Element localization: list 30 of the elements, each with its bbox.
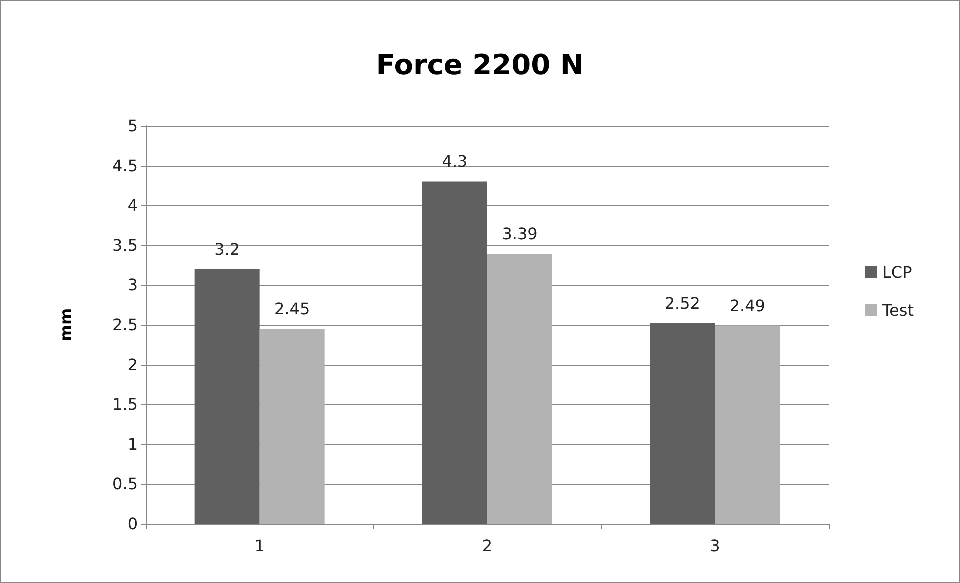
y-tick-label: 4.5 (112, 156, 138, 176)
y-tick-label: 3 (128, 276, 138, 295)
data-label: 2.49 (730, 296, 766, 316)
y-axis-title: mm (56, 308, 76, 342)
bar (715, 326, 780, 524)
legend-label: Test (881, 301, 914, 320)
y-tick-label: 2.5 (112, 316, 138, 334)
y-tick-label: 0.5 (112, 474, 138, 494)
y-tick-label: 0 (128, 514, 138, 534)
legend-label: LCP (882, 263, 913, 282)
y-tick-label: 1.5 (112, 395, 138, 414)
bar (488, 254, 552, 524)
chart-title: Force 2200 N (376, 48, 584, 82)
y-tick-label: 2 (128, 355, 138, 374)
y-tick-label: 1 (128, 434, 138, 454)
bar (260, 328, 325, 524)
bar (422, 182, 488, 524)
y-tick-label: 4 (128, 196, 138, 216)
x-tick-label: 1 (254, 536, 265, 556)
y-tick-label: 5 (128, 116, 138, 136)
bar (650, 323, 716, 524)
data-label: 3.2 (214, 240, 240, 259)
data-label: 2.45 (274, 299, 310, 318)
data-label: 3.39 (502, 224, 538, 244)
y-tick-label: 3.5 (112, 236, 138, 255)
bar (194, 269, 260, 524)
x-tick-label: 3 (710, 536, 720, 556)
data-label: 4.3 (442, 152, 468, 172)
x-tick-label: 2 (482, 536, 493, 556)
data-label: 2.52 (664, 294, 700, 313)
